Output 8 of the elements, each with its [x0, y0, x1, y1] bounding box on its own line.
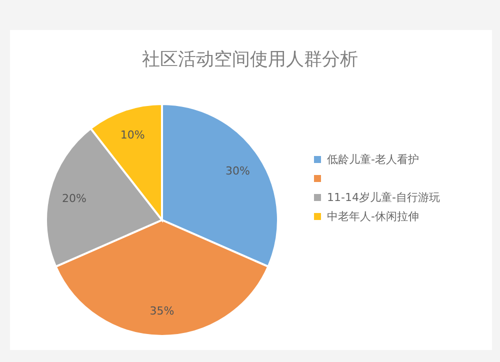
- data-label: 30%: [226, 164, 250, 178]
- legend-label: 低龄儿童-老人看护: [327, 153, 419, 166]
- data-label: 20%: [62, 192, 87, 205]
- legend-label: 中老年人-休闲拉伸: [327, 210, 419, 223]
- data-label: 10%: [120, 128, 145, 142]
- legend-label: 11-14岁儿童-自行游玩: [327, 191, 440, 204]
- chart-title: 社区活动空间使用人群分析: [142, 49, 358, 70]
- data-label: 35%: [150, 304, 174, 318]
